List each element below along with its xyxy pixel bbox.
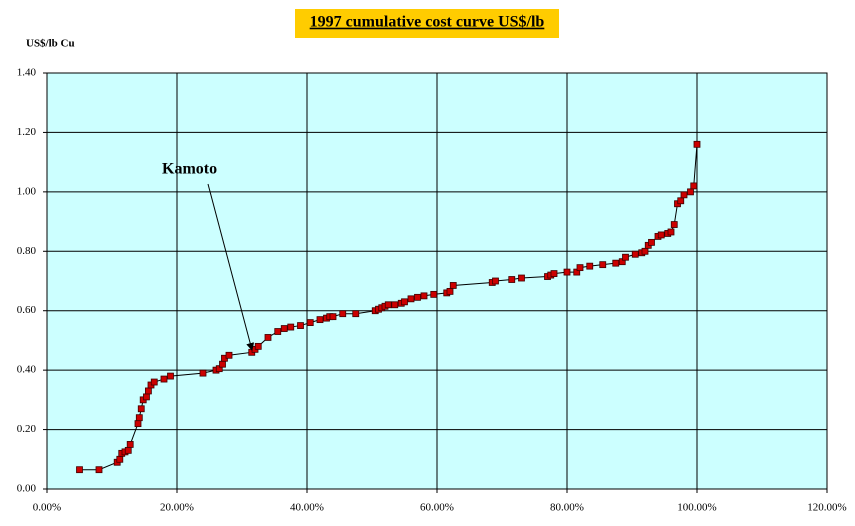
y-tick-label: 0.40 (17, 364, 37, 376)
data-point (316, 316, 324, 324)
data-point (693, 140, 701, 148)
y-tick-label: 1.20 (17, 126, 37, 138)
data-point (550, 270, 558, 277)
data-point (352, 310, 360, 318)
data-point (586, 262, 594, 270)
data-point (687, 188, 694, 196)
data-point (199, 369, 207, 377)
data-point (677, 197, 685, 205)
data-point (126, 441, 134, 448)
plot-border (46, 72, 828, 490)
data-point (680, 191, 688, 199)
data-point (667, 228, 675, 236)
data-point (124, 446, 132, 454)
data-point (225, 351, 233, 359)
data-point (599, 261, 607, 269)
data-point (631, 250, 639, 258)
data-point (76, 466, 83, 474)
y-tick-label: 0.00 (17, 483, 37, 495)
data-point (384, 301, 392, 309)
data-point (492, 277, 499, 285)
data-point (414, 293, 421, 301)
annotation-arrow (207, 183, 255, 351)
x-tick-label: 80.00% (550, 502, 584, 514)
x-tick-label: 0.00% (33, 502, 61, 514)
data-point (401, 298, 408, 306)
data-point (612, 259, 620, 267)
data-point (143, 393, 150, 401)
chart-title: 1997 cumulative cost curve US$/lb (310, 14, 545, 31)
x-tick-label: 120.00% (807, 502, 846, 514)
data-point (420, 292, 428, 300)
data-point (160, 375, 168, 383)
title-box (295, 9, 559, 38)
data-point (280, 325, 288, 332)
data-point (287, 323, 295, 331)
data-point (670, 221, 678, 228)
data-point (576, 264, 584, 272)
data-point (135, 414, 143, 422)
data-point (116, 455, 124, 463)
data (76, 140, 701, 474)
data-point (167, 372, 174, 380)
data-point (306, 319, 314, 327)
data-point (641, 247, 649, 255)
data-point (134, 420, 142, 428)
data-point (648, 238, 655, 246)
data-point (150, 378, 158, 386)
data-point (274, 328, 282, 335)
x-tick-label: 60.00% (420, 502, 454, 514)
y-axis-label: US$/lb Cu (26, 38, 75, 50)
data-point (254, 342, 262, 350)
data-point (407, 295, 415, 303)
data-point (446, 287, 454, 295)
data-point (339, 310, 347, 318)
data-point (563, 268, 571, 276)
data-point (329, 313, 337, 321)
data-point (144, 387, 152, 395)
annotation: Kamoto (162, 161, 217, 178)
x-tick-label: 100.00% (677, 502, 716, 514)
y-tick-label: 1.40 (17, 67, 37, 79)
y-tick-label: 0.20 (17, 423, 37, 435)
y-tick-label: 0.80 (17, 245, 37, 257)
data-point (518, 274, 525, 282)
data-point (391, 301, 399, 309)
y-tick-label: 1.00 (17, 185, 37, 197)
data-point (508, 276, 516, 283)
data-point (137, 405, 145, 413)
x-tick-label: 40.00% (290, 502, 324, 514)
data-point (622, 253, 629, 261)
x-tick-label: 20.00% (160, 502, 194, 514)
data-point (219, 360, 226, 368)
data-point (430, 290, 438, 298)
data-point (264, 334, 272, 341)
data-point (95, 466, 103, 474)
y-tick-label: 0.60 (17, 304, 37, 316)
data-point (657, 231, 665, 239)
data-point (297, 322, 304, 329)
data-point (449, 282, 457, 289)
data-point (690, 182, 698, 190)
